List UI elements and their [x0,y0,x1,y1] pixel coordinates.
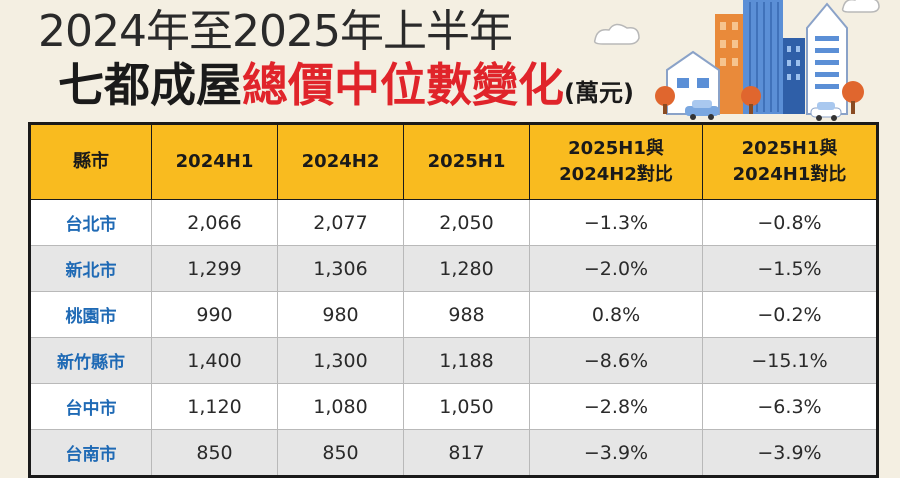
value-cell: 990 [151,291,278,338]
car-icon [685,100,719,120]
value-cell: 1,306 [277,245,404,292]
page-subtitle: 七都成屋總價中位數變化(萬元) [58,58,634,120]
header-2024h1: 2024H1 [151,123,278,200]
header-label: 2025H1與 [741,138,838,159]
value-cell: 1,120 [151,383,278,430]
subtitle-accent: 總價中位數變化 [242,58,564,112]
value-cell: 988 [403,291,530,338]
car-icon [810,102,842,121]
change-cell: −15.1% [702,337,878,384]
header-label: 2024H1 [175,151,254,172]
change-cell: −2.8% [529,383,703,430]
price-table: 縣市 2024H1 2024H2 2025H1 2025H1與 2024H2對比 … [28,122,879,478]
table-row: 新竹縣市 1,400 1,300 1,188 −8.6% −15.1% [29,337,878,384]
table-row: 台北市 2,066 2,077 2,050 −1.3% −0.8% [29,199,878,246]
subtitle-prefix: 七都成屋 [58,58,242,112]
value-cell: 1,188 [403,337,530,384]
table-row: 台南市 850 850 817 −3.9% −3.9% [29,429,878,477]
table-row: 台中市 1,120 1,080 1,050 −2.8% −6.3% [29,383,878,430]
building [806,2,848,115]
change-cell: −6.3% [702,383,878,430]
header-label: 縣市 [73,151,109,172]
title-area: 2024年至2025年上半年 七都成屋總價中位數變化(萬元) [0,0,900,120]
cloud-icon [593,23,640,45]
building [783,38,805,114]
change-cell: −2.0% [529,245,703,292]
change-cell: −3.9% [529,429,703,477]
value-cell: 980 [277,291,404,338]
change-cell: 0.8% [529,291,703,338]
value-cell: 2,077 [277,199,404,246]
header-label: 2025H1與 [568,138,664,159]
change-cell: −1.3% [529,199,703,246]
value-cell: 2,050 [403,199,530,246]
header-vs-2024h1: 2025H1與 2024H1對比 [702,123,878,200]
value-cell: 1,280 [403,245,530,292]
city-cell: 台北市 [29,199,152,246]
tree-icon [655,86,675,114]
header-label: 2025H1 [427,151,506,172]
table-header-row: 縣市 2024H1 2024H2 2025H1 2025H1與 2024H2對比 … [29,123,878,200]
change-cell: −8.6% [529,337,703,384]
change-cell: −1.5% [702,245,878,292]
value-cell: 1,050 [403,383,530,430]
value-cell: 1,299 [151,245,278,292]
city-cell: 台南市 [29,429,152,477]
city-cell: 桃園市 [29,291,152,338]
cloud-icon [841,0,880,13]
value-cell: 850 [277,429,404,477]
unit-label: (萬元) [564,79,634,107]
header-vs-2024h2: 2025H1與 2024H2對比 [529,123,703,200]
header-city: 縣市 [29,123,152,200]
city-cell: 新竹縣市 [29,337,152,384]
value-cell: 1,300 [277,337,404,384]
city-cell: 台中市 [29,383,152,430]
page-title: 2024年至2025年上半年 [38,6,513,57]
header-label: 2024H2對比 [559,164,673,185]
change-cell: −0.8% [702,199,878,246]
change-cell: −3.9% [702,429,878,477]
value-cell: 850 [151,429,278,477]
table-row: 桃園市 990 980 988 0.8% −0.2% [29,291,878,338]
value-cell: 817 [403,429,530,477]
header-2024h2: 2024H2 [277,123,404,200]
value-cell: 1,080 [277,383,404,430]
header-label: 2024H1對比 [732,164,847,185]
header-label: 2024H2 [301,151,380,172]
header-2025h1: 2025H1 [403,123,530,200]
table-row: 新北市 1,299 1,306 1,280 −2.0% −1.5% [29,245,878,292]
city-cell: 新北市 [29,245,152,292]
city-skyline-illustration [593,0,880,121]
tree-icon [842,81,864,114]
value-cell: 2,066 [151,199,278,246]
tree-icon [741,86,761,114]
value-cell: 1,400 [151,337,278,384]
change-cell: −0.2% [702,291,878,338]
